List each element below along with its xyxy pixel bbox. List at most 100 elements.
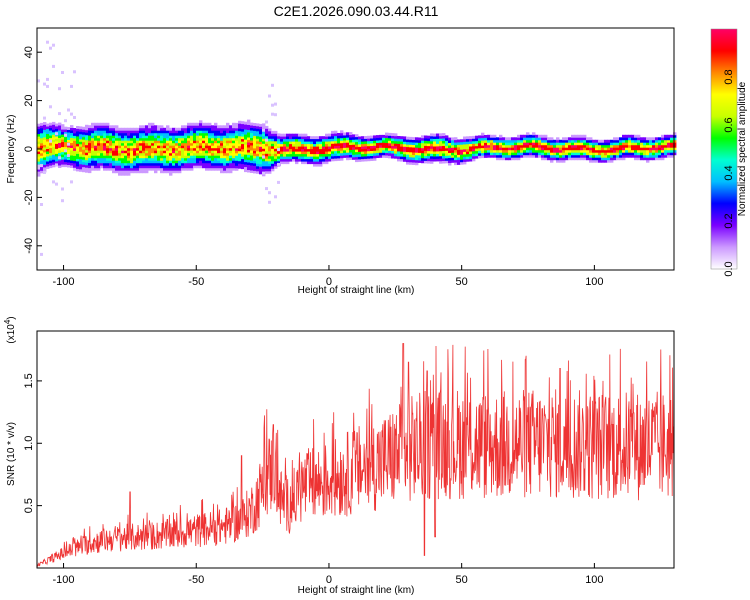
spectrogram-cell xyxy=(130,130,134,134)
spectrogram-cell xyxy=(241,138,245,142)
spectrogram-cell xyxy=(238,153,242,157)
spectrogram-cell xyxy=(154,125,158,129)
spectrogram-cell xyxy=(193,145,197,149)
spectrogram-cell xyxy=(94,167,98,171)
spectrogram-cell xyxy=(571,152,575,156)
spectrogram-noise-cell xyxy=(274,102,277,106)
spectrogram-cell xyxy=(649,149,653,153)
spectrogram-cell xyxy=(583,142,587,146)
spectrogram-cell xyxy=(262,130,266,134)
spectrogram-cell xyxy=(418,160,422,163)
snr-y-ticks: 0.51.01.5 xyxy=(23,373,42,513)
spectrogram-cell xyxy=(46,141,50,144)
spectrogram-cell xyxy=(211,147,215,151)
spectrogram-cell xyxy=(202,155,206,159)
spectrogram-cell xyxy=(196,160,200,164)
spectrogram-cell xyxy=(502,139,506,143)
spectrogram-cell xyxy=(217,137,221,141)
spectrogram-cell xyxy=(259,163,263,167)
spectrogram-cell xyxy=(643,157,647,161)
spectrogram-cell xyxy=(664,134,668,138)
spectrogram-cell xyxy=(193,132,197,136)
spectrogram-cell xyxy=(298,143,302,147)
spectrogram-cell xyxy=(256,133,260,137)
spectrogram-cell xyxy=(226,145,230,149)
spectrogram-cell xyxy=(337,135,341,139)
spectrogram-cell xyxy=(376,150,380,153)
spectrogram-cell xyxy=(583,154,587,158)
spectrogram-cell xyxy=(76,166,80,169)
spectrogram-cell xyxy=(73,150,77,154)
spectrogram-cell xyxy=(514,157,518,161)
spectrogram-cell xyxy=(109,127,113,131)
spectrogram-cell xyxy=(142,145,146,149)
spectrogram-cell xyxy=(289,133,293,137)
spectrogram-cell xyxy=(214,137,218,141)
spectrogram-cell xyxy=(199,152,203,156)
spectrogram-cell xyxy=(403,151,407,155)
spectrogram-cell xyxy=(73,160,77,164)
spectrogram-cell xyxy=(187,150,191,154)
spectrogram-cell xyxy=(94,160,98,164)
spectrogram-cell xyxy=(88,132,92,136)
spectrogram-cell xyxy=(325,138,329,142)
spectrogram-cell xyxy=(262,163,266,167)
spectrogram-cell xyxy=(55,158,59,162)
spectrogram-cell xyxy=(472,145,476,149)
spectrogram-cell xyxy=(118,162,122,166)
spectrogram-cell xyxy=(595,149,599,153)
spectrogram-cell xyxy=(148,160,152,164)
spectrogram-cell xyxy=(583,157,587,161)
spectrogram-cell xyxy=(226,167,230,171)
spectrogram-cell xyxy=(52,154,56,158)
spectrogram-cell xyxy=(358,139,362,142)
spectrogram-cell xyxy=(244,156,248,160)
spectrogram-cell xyxy=(82,126,86,130)
spectrogram-cell xyxy=(178,162,182,166)
spectrogram-cell xyxy=(619,139,623,143)
spectrogram-cell xyxy=(88,170,92,174)
spectrogram-cell xyxy=(256,163,260,167)
spectrogram-cell xyxy=(619,137,623,141)
spectrogram-cell xyxy=(355,139,359,143)
spectrogram-cell xyxy=(94,165,98,169)
spectrogram-cell xyxy=(508,139,512,143)
spectrogram-cell xyxy=(418,140,422,143)
spectrogram-cell xyxy=(574,147,578,151)
spectrogram-cell xyxy=(157,150,161,154)
snr-x-tick-label: 50 xyxy=(456,574,468,586)
spectrogram-cell xyxy=(175,140,179,144)
spectrogram-cell xyxy=(223,127,227,131)
spectrogram-cell xyxy=(220,155,224,159)
spectrogram-cell xyxy=(490,137,494,141)
spectrogram-cell xyxy=(79,161,83,165)
spectrogram-cell xyxy=(169,172,173,176)
spectrogram-cell xyxy=(349,147,353,150)
spectrogram-cell xyxy=(250,150,254,153)
spectrogram-cell xyxy=(385,135,389,138)
spectrogram-cell xyxy=(268,168,272,172)
spectrogram-cell xyxy=(130,145,134,149)
spectrogram-cell xyxy=(298,141,302,145)
spectrogram-cell xyxy=(262,150,266,154)
spectrogram-cell xyxy=(427,145,431,149)
spectrogram-cell xyxy=(67,149,71,153)
spectrogram-cell xyxy=(565,142,569,146)
spectrogram-cell xyxy=(301,133,305,137)
spectrogram-cell xyxy=(229,162,233,166)
spectrogram-cell xyxy=(46,133,50,137)
spectrogram-cell xyxy=(271,138,275,142)
spectrogram-cell xyxy=(403,143,407,147)
spectrogram-cell xyxy=(610,159,614,163)
spectrogram-cell xyxy=(70,142,74,146)
spectrogram-cell xyxy=(103,152,107,156)
colorbar-tick-label: 0.8 xyxy=(723,69,735,84)
spectrogram-cell xyxy=(253,140,257,144)
spectrogram-cell xyxy=(574,152,578,156)
spectrogram-cell xyxy=(616,149,620,153)
spectrogram-cell xyxy=(238,165,242,169)
spectrogram-cell xyxy=(358,146,362,150)
spectrogram-cell xyxy=(46,136,50,139)
spectrogram-cell xyxy=(361,141,365,145)
spectrogram-cell xyxy=(358,151,362,155)
